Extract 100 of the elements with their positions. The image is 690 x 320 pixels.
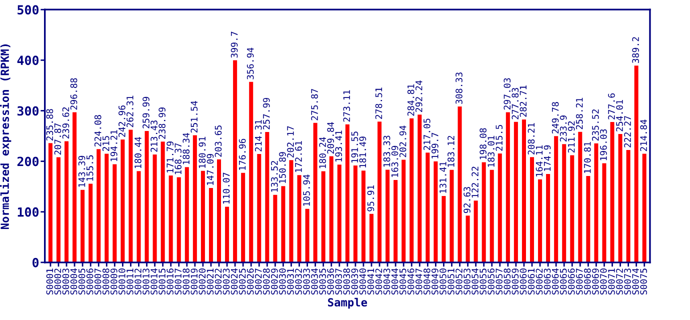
data-label: 133.52: [271, 161, 278, 192]
bar: [297, 175, 302, 262]
bar: [514, 122, 518, 262]
bar: [160, 142, 165, 262]
bar: [233, 60, 238, 262]
bar: [257, 154, 262, 262]
x-tick-label: S0069: [592, 268, 599, 295]
data-label: 176.96: [238, 138, 246, 170]
data-label: 171.79: [166, 142, 174, 172]
x-tick-label: S0032: [295, 268, 302, 295]
data-label: 202.94: [399, 126, 406, 158]
data-label: 172.61: [295, 141, 302, 172]
x-tick-label: S0038: [343, 268, 350, 295]
bar: [442, 196, 446, 262]
data-label: 202.17: [287, 126, 294, 158]
x-tick-label: S0045: [399, 268, 406, 295]
x-tick-label: S0062: [536, 268, 543, 295]
x-tick-label: S0007: [94, 268, 102, 295]
data-label: 193.41: [335, 130, 342, 162]
data-label: 181.49: [359, 136, 366, 168]
x-tick-label: S0048: [423, 268, 430, 295]
data-label: 235.52: [592, 109, 599, 141]
x-tick-label: S0033: [303, 268, 310, 295]
bar: [184, 167, 189, 262]
data-label: 277.6: [608, 93, 615, 120]
data-label: 170.81: [584, 142, 591, 173]
x-tick-label: S0058: [504, 268, 511, 295]
data-label: 92.63: [464, 187, 470, 213]
bar: [562, 144, 566, 262]
bar: [152, 154, 157, 262]
data-label: 163.09: [391, 146, 398, 177]
y-tick-label: 100: [18, 207, 39, 217]
x-tick-label: S0057: [496, 268, 503, 295]
bar: [450, 170, 454, 262]
bar: [192, 135, 197, 262]
bar: [402, 160, 406, 262]
x-tick-label: S0040: [359, 268, 366, 295]
bar: [490, 170, 494, 262]
data-label: 131.41: [440, 162, 446, 193]
data-label: 122.22: [472, 166, 478, 198]
x-tick-label: S0075: [640, 268, 648, 295]
data-label: 356.94: [246, 48, 254, 80]
x-tick-label: S0042: [375, 268, 382, 295]
bar: [602, 163, 606, 262]
x-tick-label: S0009: [110, 268, 118, 295]
bar: [394, 180, 398, 262]
y-tick-label: 300: [17, 106, 39, 116]
data-label: 235.88: [46, 109, 54, 140]
data-label: 214.84: [640, 120, 648, 152]
bar: [506, 112, 510, 262]
data-label: 308.33: [456, 72, 462, 104]
bar: [241, 172, 246, 262]
bar: [626, 150, 630, 262]
bar: [522, 119, 526, 262]
x-tick-label: S0019: [190, 268, 198, 295]
bar: [474, 200, 478, 262]
x-tick-label: S0066: [568, 268, 575, 295]
bar: [104, 154, 109, 262]
data-label: 242.96: [118, 106, 126, 137]
x-tick-label: S0021: [206, 268, 214, 295]
data-label: 284.81: [407, 84, 414, 116]
x-tick-label: S0071: [608, 268, 615, 295]
bar: [554, 136, 558, 262]
data-label: 238.99: [158, 108, 166, 139]
x-tick-label: S0014: [150, 268, 158, 295]
y-tick-label: 500: [18, 5, 39, 15]
x-tick-label: S0024: [230, 268, 238, 295]
data-label: 258.21: [576, 98, 583, 130]
data-label: 275.87: [311, 88, 318, 120]
bar: [369, 214, 374, 262]
data-label: 399.7: [230, 32, 238, 58]
bar: [530, 157, 534, 262]
x-tick-label: S0035: [319, 268, 326, 295]
data-label: 251.54: [190, 101, 198, 133]
bar: [353, 166, 358, 262]
bar: [136, 171, 141, 262]
x-tick-label: S0053: [464, 268, 470, 295]
bar: [128, 130, 133, 262]
bar: [48, 143, 52, 262]
x-tick-label: S0003: [62, 268, 70, 295]
data-label: 273.11: [343, 90, 350, 122]
x-tick-label: S0065: [560, 268, 567, 295]
x-tick-label: S0026: [246, 268, 254, 295]
data-label: 214.31: [254, 120, 262, 152]
x-tick-label: S0046: [407, 268, 414, 295]
data-label: 105.94: [303, 174, 310, 206]
x-tick-label: S0011: [126, 268, 134, 295]
x-tick-label: S0050: [440, 268, 446, 295]
data-label: 297.03: [504, 78, 511, 110]
bar: [176, 177, 181, 262]
data-label: 199.7: [432, 132, 438, 158]
data-label: 389.2: [632, 37, 639, 63]
bar: [418, 114, 422, 262]
data-label: 174.9: [544, 145, 551, 171]
bar: [225, 206, 230, 262]
bar: [458, 106, 462, 262]
x-tick-label: S0010: [118, 268, 126, 295]
bar: [249, 82, 254, 262]
bar: [144, 130, 149, 262]
bar: [642, 154, 646, 262]
